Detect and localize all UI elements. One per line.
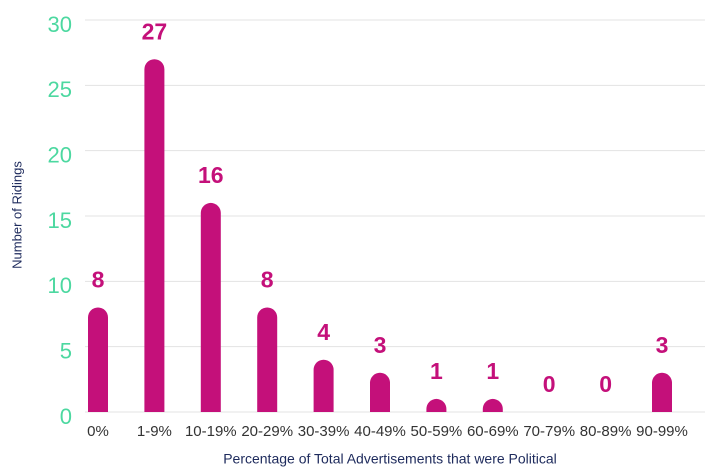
y-tick-label: 0 bbox=[60, 404, 72, 429]
bar bbox=[313, 359, 334, 412]
data-label: 0 bbox=[543, 371, 556, 397]
bar bbox=[652, 372, 672, 412]
bar bbox=[370, 372, 390, 412]
x-tick-label: 20-29% bbox=[241, 423, 293, 440]
data-label: 8 bbox=[261, 267, 274, 293]
data-label: 4 bbox=[317, 319, 330, 345]
x-tick-label: 50-59% bbox=[411, 423, 463, 440]
x-tick-label: 80-89% bbox=[580, 423, 632, 440]
y-tick-label: 20 bbox=[48, 142, 72, 167]
y-tick-label: 10 bbox=[48, 273, 72, 298]
bar bbox=[482, 398, 503, 412]
y-tick-label: 30 bbox=[48, 12, 72, 37]
bar bbox=[426, 398, 447, 412]
x-axis-label: Percentage of Total Advertisements that … bbox=[223, 451, 557, 467]
x-tick-label: 0% bbox=[87, 423, 109, 440]
x-tick-label: 30-39% bbox=[298, 423, 350, 440]
data-label: 3 bbox=[656, 332, 669, 358]
y-tick-label: 15 bbox=[48, 208, 72, 233]
bar bbox=[257, 307, 278, 412]
data-label: 8 bbox=[92, 267, 105, 293]
x-tick-label: 1-9% bbox=[137, 423, 172, 440]
x-tick-label: 40-49% bbox=[354, 423, 406, 440]
x-tick-label: 90-99% bbox=[636, 423, 688, 440]
bar bbox=[144, 59, 165, 412]
y-axis-label: Number of Ridings bbox=[9, 161, 24, 269]
data-label: 16 bbox=[198, 162, 224, 188]
data-label: 3 bbox=[374, 332, 387, 358]
x-tick-label: 70-79% bbox=[523, 423, 575, 440]
data-label: 1 bbox=[486, 358, 499, 384]
bar bbox=[88, 307, 108, 412]
y-tick-label: 25 bbox=[48, 77, 72, 102]
x-tick-label: 60-69% bbox=[467, 423, 519, 440]
data-label: 27 bbox=[142, 18, 168, 44]
data-label: 1 bbox=[430, 358, 443, 384]
y-tick-label: 5 bbox=[60, 338, 72, 363]
bar bbox=[200, 202, 221, 412]
x-tick-label: 10-19% bbox=[185, 423, 237, 440]
data-label: 0 bbox=[599, 371, 612, 397]
